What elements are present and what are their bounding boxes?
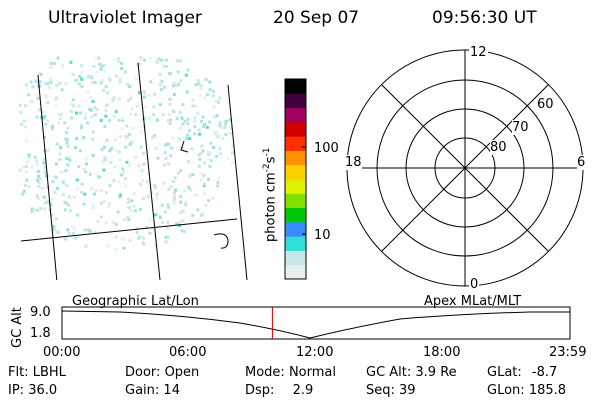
colorbar (284, 78, 307, 280)
app-title: Ultraviolet Imager (48, 8, 202, 28)
colorbar-cell (285, 136, 306, 151)
colorbar-cell (285, 93, 306, 109)
colorbar-cell (285, 179, 306, 194)
strip-y-axis-label: GC Alt (10, 307, 25, 348)
colorbar-cell (285, 150, 306, 166)
info-door: Door: Open (125, 365, 200, 380)
meridian-line (137, 62, 161, 280)
time-tick-label: 18:00 (423, 345, 461, 360)
coastline (180, 140, 189, 153)
colorbar-frame (284, 78, 307, 280)
time-tick-label: 06:00 (169, 345, 207, 360)
colorbar-cell (285, 207, 306, 223)
uv-image-panel (18, 56, 248, 280)
mlat-label-70: 70 (512, 120, 529, 135)
colorbar-cell (285, 250, 306, 266)
colorbar-cell (285, 193, 306, 209)
emission-speckles (18, 56, 235, 251)
colorbar-cell (285, 264, 306, 280)
mlt-label-12: 12 (469, 45, 488, 60)
colorbar-tick-label: 10 (314, 228, 331, 243)
time-label: 09:56:30 UT (432, 8, 537, 28)
mlt-label-0: 0 (469, 277, 480, 292)
info-glat: GLat: -8.7 (487, 365, 558, 380)
mlat-label-60: 60 (537, 97, 554, 112)
info-gc-alt: GC Alt: 3.9 Re (366, 365, 457, 380)
parallel-line (20, 218, 238, 242)
colorbar-cell (285, 79, 306, 94)
strip-y-max: 9.0 (30, 305, 51, 320)
info-mode: Mode: Normal (245, 365, 336, 380)
colorbar-cell (285, 121, 306, 137)
strip-y-min: 1.8 (30, 326, 51, 341)
polar-diagonal (381, 84, 549, 252)
colorbar-axis-label: photon cm-2s-1 (262, 147, 279, 242)
colorbar-cell (285, 236, 306, 251)
info-gain: Gain: 14 (125, 383, 180, 398)
date-label: 20 Sep 07 (273, 8, 360, 28)
info-ip: IP: 36.0 (8, 383, 58, 398)
polar-mlt-plot (346, 49, 584, 287)
mlat-label-80: 80 (490, 140, 507, 155)
strip-left-label: Geographic Lat/Lon (72, 294, 199, 309)
altitude-curve (61, 310, 570, 339)
colorbar-tick-label: 100 (314, 141, 339, 156)
altitude-strip-plot (61, 306, 571, 340)
strip-right-label: Apex MLat/MLT (424, 294, 522, 309)
meridian-line (227, 84, 248, 280)
mlt-label-6: 6 (577, 155, 586, 170)
time-tick-label: 23:59 (549, 345, 587, 360)
strip-frame (61, 306, 571, 340)
info-dsp: Dsp: 2.9 (245, 383, 314, 398)
colorbar-cell (285, 107, 306, 123)
info-glon: GLon: 185.8 (487, 383, 567, 398)
colorbar-cell (285, 164, 306, 180)
info-flt: Flt: LBHL (8, 365, 66, 380)
time-tick-label: 00:00 (43, 345, 81, 360)
meridian-line (37, 74, 58, 280)
time-tick-label: 12:00 (296, 345, 334, 360)
mlt-label-18: 18 (345, 155, 362, 170)
colorbar-cell (285, 221, 306, 237)
coastline (213, 233, 229, 249)
info-seq: Seq: 39 (366, 383, 416, 398)
